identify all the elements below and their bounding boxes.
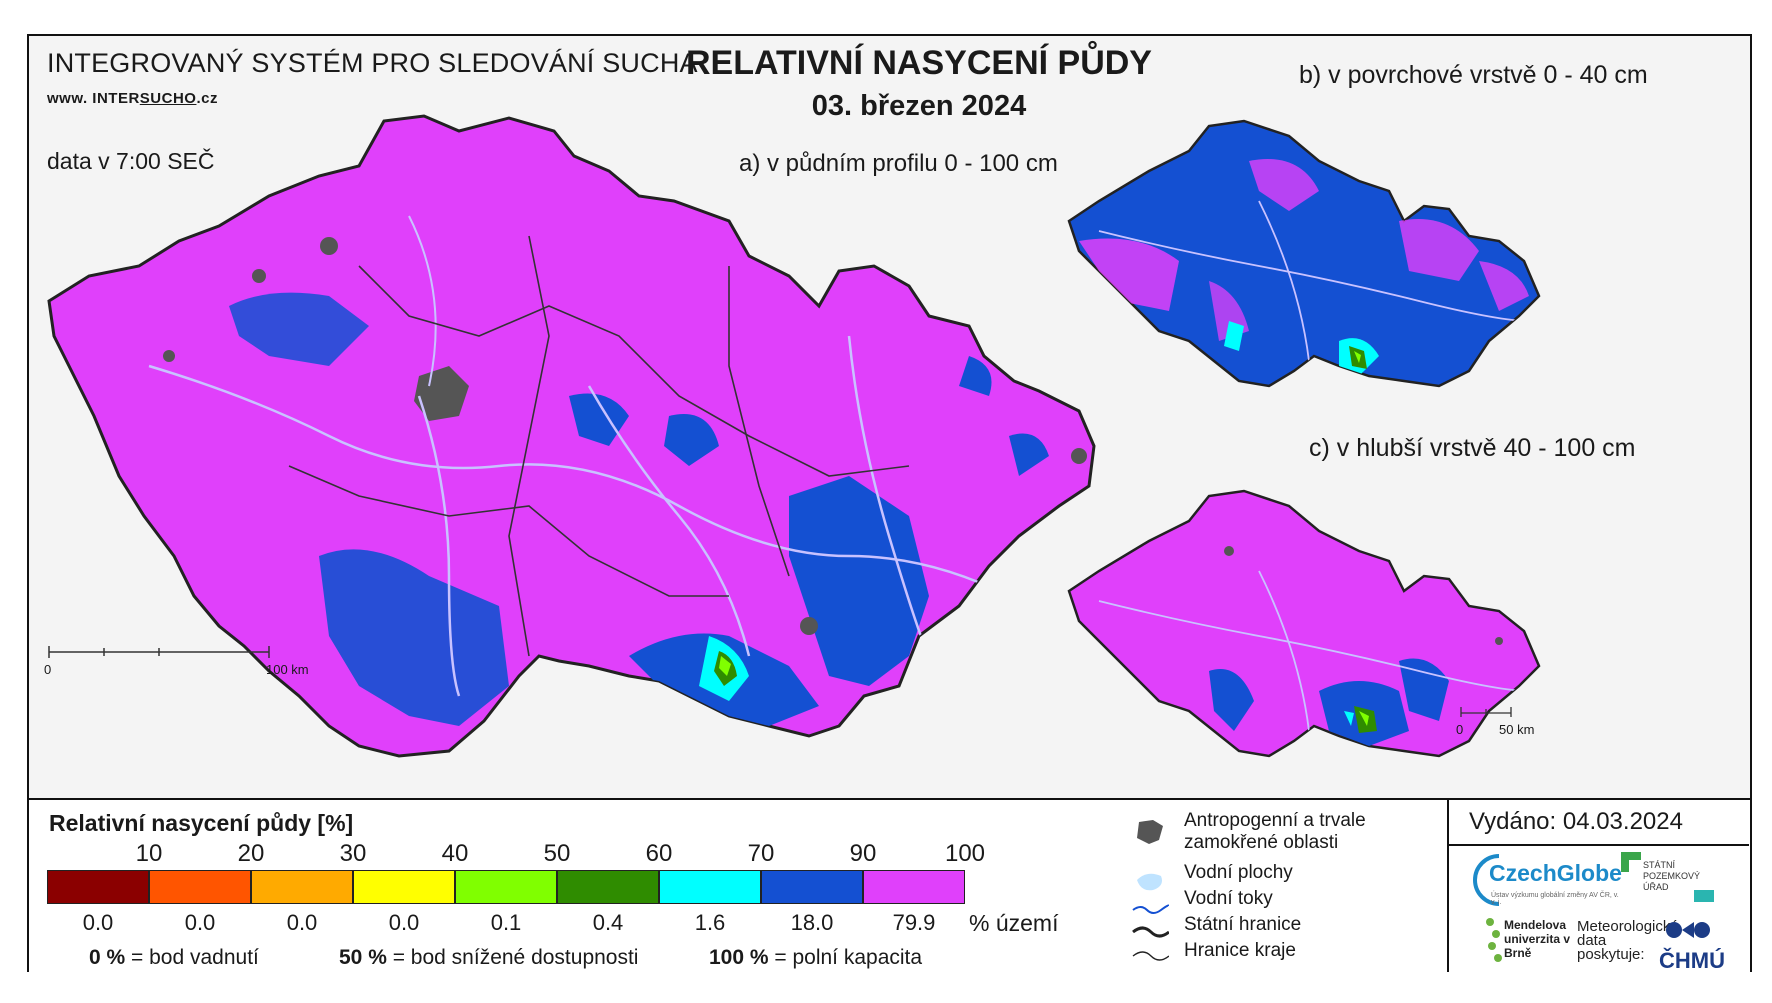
legend-share: 18.0 (790, 910, 834, 935)
legend-share: 0.4 (592, 910, 624, 935)
note-reduced: 50 % = bod snížené dostupnosti (339, 946, 639, 969)
legend-swatch (455, 870, 557, 904)
scale-c-end: 50 km (1499, 722, 1535, 737)
map-a (47, 114, 1096, 758)
note-wilting: 0 % = bod vadnutí (89, 946, 259, 969)
scale-a-end: 100 km (266, 662, 309, 677)
legend-title: Relativní nasycení půdy [%] (49, 810, 354, 836)
legend-panel: Relativní nasycení půdy [%] 0.0 10 0.0 20 0.… (29, 798, 1750, 973)
website-prefix: www. INTER (47, 90, 140, 107)
legend-share: 0.1 (490, 910, 522, 935)
page-date: 03. březen 2024 (811, 90, 1027, 122)
map-frame: INTEGROVANÝ SYSTÉM PRO SLEDOVÁNÍ SUCHA w… (27, 34, 1752, 973)
legend-divider (1447, 800, 1449, 972)
sym-state-border: Státní hranice (1184, 914, 1302, 935)
spu-logo-icon (1621, 852, 1641, 872)
legend-threshold: 90 (849, 840, 877, 867)
legend-threshold: 60 (645, 840, 673, 867)
legend-threshold: 20 (237, 840, 265, 867)
sym-water-areas: Vodní plochy (1184, 862, 1293, 883)
website-suffix: .cz (196, 90, 218, 107)
cz-territory-b (1067, 119, 1541, 388)
legend-threshold: 50 (543, 840, 571, 867)
legend-threshold: 70 (747, 840, 775, 867)
sym-rivers: Vodní toky (1184, 888, 1273, 909)
legend-share: 0.0 (82, 910, 114, 935)
legend-share: 0.0 (184, 910, 216, 935)
anthropogenic-area-icon (1137, 820, 1163, 844)
legend-swatch (659, 870, 761, 904)
sym-anthropogenic: Antropogenní a trvale zamokřené oblasti (1184, 810, 1366, 853)
map-area: INTEGROVANÝ SYSTÉM PRO SLEDOVÁNÍ SUCHA w… (29, 36, 1750, 798)
legend-swatch (761, 870, 863, 904)
issued-date: Vydáno: 04.03.2024 (1469, 808, 1683, 835)
scale-a-zero: 0 (44, 662, 52, 677)
legend-swatch (353, 870, 455, 904)
symbols-icons (1132, 820, 1169, 961)
legend-threshold: 30 (339, 840, 367, 867)
state-border-icon (1132, 926, 1169, 938)
legend-swatch (557, 870, 659, 904)
legend-threshold: 40 (441, 840, 469, 867)
legend-unit: % území (969, 910, 1059, 936)
legend-share: 0.0 (388, 910, 420, 935)
scale-c-zero: 0 (1456, 722, 1464, 737)
meteo-credit: Meteorologická data poskytuje: (1577, 918, 1679, 963)
legend-threshold: 10 (135, 840, 163, 867)
region-border-icon (1132, 951, 1169, 961)
spu-logo: STÁTNÍ POZEMKOVÝ ÚŘAD (1643, 860, 1701, 892)
cz-territory-a (47, 114, 1096, 758)
system-title: INTEGROVANÝ SYSTÉM PRO SLEDOVÁNÍ SUCHA (47, 48, 698, 78)
spu-mark-icon (1694, 890, 1714, 902)
water-area-icon (1137, 873, 1162, 891)
sym-region-border: Hranice kraje (1184, 940, 1296, 961)
page-title: RELATIVNÍ NASYCENÍ PŮDY (686, 44, 1152, 82)
legend-share: 0.0 (286, 910, 318, 935)
legend-swatch (251, 870, 353, 904)
website-link[interactable]: www. INTERSUCHO.cz (47, 90, 218, 107)
legend-threshold: 100 (944, 840, 986, 867)
map-b-label: b) v povrchové vrstvě 0 - 40 cm (1299, 61, 1648, 89)
mendel-logo: Mendelova univerzita v Brně (1504, 918, 1571, 960)
note-capacity: 100 % = polní kapacita (709, 946, 923, 969)
map-a-label: a) v půdním profilu 0 - 100 cm (739, 150, 1058, 177)
map-c (1067, 489, 1541, 758)
legend-share: 79.9 (892, 910, 936, 935)
legend-share: 1.6 (694, 910, 726, 935)
czechglobe-logo: CzechGlobe Ústav výzkumu globální změny … (1469, 852, 1622, 908)
map-b (1067, 119, 1541, 388)
mendel-dots-icon (1486, 918, 1502, 962)
chmu-logo: ČHMÚ (1659, 948, 1725, 973)
chmu-logo-icon (1666, 922, 1710, 938)
legend-swatch (47, 870, 149, 904)
river-icon (1132, 904, 1169, 914)
map-c-label: c) v hlubší vrstvě 40 - 100 cm (1309, 434, 1636, 462)
cz-territory-c (1067, 489, 1541, 758)
logos-separator (1449, 844, 1749, 846)
legend-swatch (863, 870, 965, 904)
website-brand: SUCHO (139, 90, 197, 107)
data-time: data v 7:00 SEČ (47, 148, 215, 174)
legend-swatch (149, 870, 251, 904)
